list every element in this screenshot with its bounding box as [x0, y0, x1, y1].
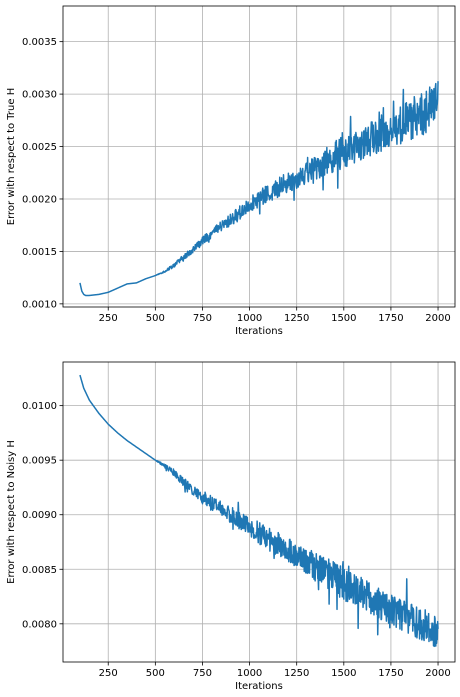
bottom-series-line [79, 374, 439, 648]
top-plot-frame [62, 5, 456, 308]
top-x-tick-label-1000: 1000 [237, 313, 262, 324]
bottom-y-tick-label-0.0090: 0.0090 [22, 510, 57, 521]
bottom-x-tick-label-250: 250 [99, 668, 118, 679]
top-x-tick-label-500: 500 [146, 313, 165, 324]
top-x-tick-label-750: 750 [193, 313, 212, 324]
bottom-chart-panel: 250 500 750 1000 1250 1500 1750 2000 0.0080 0.008… [6, 361, 456, 692]
top-y-tick-label-0.0035: 0.0035 [22, 37, 57, 48]
top-y-tick-label-0.0020: 0.0020 [22, 194, 57, 205]
top-x-axis-label: Iterations [235, 326, 283, 337]
top-x-tick-label-2000: 2000 [425, 313, 450, 324]
bottom-x-tick-label-1500: 1500 [331, 668, 356, 679]
top-y-axis-label: Error with respect to True H [6, 88, 17, 225]
top-x-tick-label-1500: 1500 [331, 313, 356, 324]
top-x-tick-label-1750: 1750 [378, 313, 403, 324]
bottom-x-tick-label-2000: 2000 [425, 668, 450, 679]
bottom-x-tick-label-1750: 1750 [378, 668, 403, 679]
top-y-tick-label-0.0010: 0.0010 [22, 299, 57, 310]
top-chart-panel: 250 500 750 1000 1250 1500 1750 2000 0.0010 0.001… [6, 5, 456, 337]
top-y-tick-label-0.0030: 0.0030 [22, 90, 57, 101]
bottom-x-tick-label-1000: 1000 [237, 668, 262, 679]
bottom-plot-frame [62, 361, 456, 663]
bottom-y-tick-label-0.0100: 0.0100 [22, 401, 57, 412]
top-x-tick-label-1250: 1250 [284, 313, 309, 324]
bottom-x-axis-label: Iterations [235, 681, 283, 692]
bottom-y-axis-label: Error with respect to Noisy H [6, 440, 17, 584]
top-y-tick-label-0.0025: 0.0025 [22, 142, 57, 153]
bottom-x-tick-label-750: 750 [193, 668, 212, 679]
bottom-y-tick-label-0.0095: 0.0095 [22, 456, 57, 467]
top-y-tick-label-0.0015: 0.0015 [22, 247, 57, 258]
bottom-y-tick-label-0.0080: 0.0080 [22, 619, 57, 630]
top-series-line [79, 81, 439, 297]
top-x-tick-label-250: 250 [99, 313, 118, 324]
bottom-x-tick-label-500: 500 [146, 668, 165, 679]
bottom-y-tick-label-0.0085: 0.0085 [22, 565, 57, 576]
bottom-x-tick-label-1250: 1250 [284, 668, 309, 679]
